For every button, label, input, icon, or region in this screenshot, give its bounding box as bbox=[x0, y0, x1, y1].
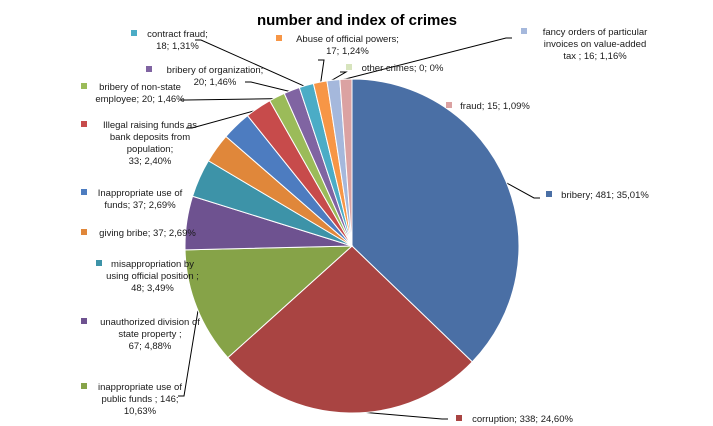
label-marker-illegal-raising-funds-as-bank-deposits-from-population bbox=[81, 121, 87, 127]
label-marker-bribery-of-non-state-employee bbox=[81, 83, 87, 89]
label-marker-contract-fraud bbox=[131, 30, 137, 36]
data-label-corruption: corruption; 338; 24,60% bbox=[472, 414, 573, 425]
label-marker-other-crimes bbox=[346, 64, 352, 70]
leader-line-inappropriate-use-of-public-funds bbox=[178, 306, 200, 397]
label-marker-inappropriate-use-of-funds bbox=[81, 189, 87, 195]
data-label-inappropriate-use-of-public-funds: inappropriate use of public funds ; 146; 1… bbox=[98, 382, 182, 417]
leader-line-illegal-raising-funds-as-bank-deposits-from-population bbox=[186, 108, 260, 129]
label-marker-unauthorized-division-of-state-property bbox=[81, 318, 87, 324]
leader-line-abuse-of-official-powers bbox=[318, 59, 325, 85]
label-marker-fancy-orders-of-particular-invoices-on-value-added-tax bbox=[521, 28, 527, 34]
label-marker-abuse-of-official-powers bbox=[276, 35, 282, 41]
leader-line-other-crimes bbox=[326, 71, 348, 84]
leader-line-contract-fraud bbox=[195, 39, 308, 88]
label-marker-misappropriation-by-using-official-position bbox=[96, 260, 102, 266]
data-label-misappropriation-by-using-official-position: misappropriation by using official positi… bbox=[106, 259, 199, 294]
data-label-fancy-orders-of-particular-invoices-on-value-added-tax: fancy orders of particular invoices on va… bbox=[543, 27, 648, 62]
label-marker-bribery-of-organization bbox=[146, 66, 152, 72]
data-label-contract-fraud: contract fraud; 18; 1,31% bbox=[147, 29, 208, 52]
data-label-bribery: bribery; 481; 35,01% bbox=[561, 190, 649, 201]
pie-slice-bribery bbox=[351, 78, 520, 363]
pie-slices bbox=[184, 78, 520, 414]
data-label-unauthorized-division-of-state-property: unauthorized division of state property ;… bbox=[100, 317, 200, 352]
leader-line-corruption bbox=[349, 410, 448, 420]
label-marker-corruption bbox=[456, 415, 462, 421]
data-label-abuse-of-official-powers: Abuse of official powers; 17; 1,24% bbox=[296, 34, 399, 57]
data-label-other-crimes: other crimes; 0; 0% bbox=[362, 63, 444, 74]
data-label-bribery-of-organization: bribery of organization; 20; 1,46% bbox=[167, 65, 264, 88]
data-label-illegal-raising-funds-as-bank-deposits-from-population: Illegal raising funds as bank deposits fr… bbox=[103, 120, 197, 167]
leader-line-bribery-of-non-state-employee bbox=[180, 98, 278, 101]
label-marker-fraud bbox=[446, 102, 452, 108]
label-marker-giving-bribe bbox=[81, 229, 87, 235]
data-label-bribery-of-non-state-employee: bribery of non-state employee; 20; 1,46% bbox=[95, 82, 185, 105]
pie-slice-corruption bbox=[227, 245, 473, 414]
label-marker-bribery bbox=[546, 191, 552, 197]
data-labels: bribery; 481; 35,01% corruption; 338; 24,… bbox=[81, 27, 649, 425]
data-label-inappropriate-use-of-funds: Inappropriate use of funds; 37; 2,69% bbox=[98, 188, 183, 211]
data-label-giving-bribe: giving bribe; 37; 2,69% bbox=[99, 228, 196, 239]
leader-line-bribery bbox=[503, 180, 540, 199]
leader-line-bribery-of-organization bbox=[245, 81, 293, 93]
label-marker-inappropriate-use-of-public-funds bbox=[81, 383, 87, 389]
pie-slice-fraud bbox=[339, 78, 353, 247]
data-label-fraud: fraud; 15; 1,09% bbox=[460, 101, 530, 112]
chart-title: number and index of crimes bbox=[257, 12, 457, 29]
pie-slice-inappropriate-use-of-public-funds bbox=[184, 245, 354, 359]
leader-line-fancy-orders-of-particular-invoices-on-value-added-tax bbox=[333, 37, 512, 83]
